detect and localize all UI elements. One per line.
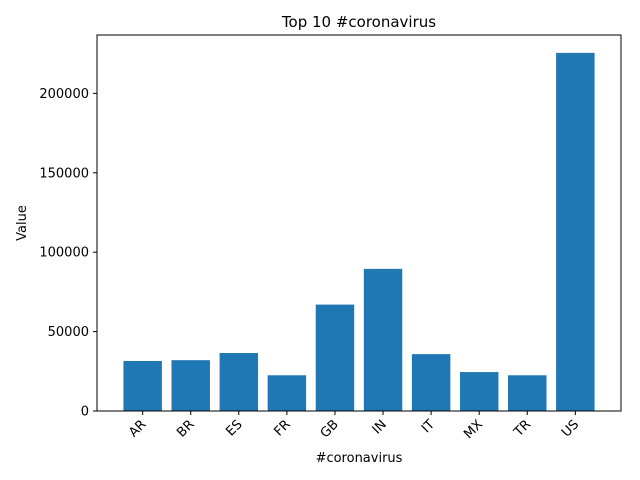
y-tick-label: 0: [81, 405, 89, 420]
bar-ar: [123, 360, 162, 411]
y-axis-label: Value: [15, 205, 30, 241]
x-tick-label: IN: [370, 417, 390, 437]
x-tick-label: GB: [318, 417, 342, 441]
bar-fr: [267, 375, 307, 411]
x-tick-label: MX: [461, 417, 486, 442]
y-tick-label: 200000: [39, 87, 89, 102]
bar-in: [363, 268, 403, 411]
x-axis: AR BR ES FR GB IN IT MX TR US: [126, 411, 582, 442]
x-tick-label: FR: [271, 417, 293, 439]
y-tick-label: 150000: [39, 166, 89, 181]
x-tick-label: BR: [174, 417, 197, 440]
bar-tr: [508, 375, 547, 411]
chart-title: Top 10 #coronavirus: [281, 13, 436, 31]
bar-es: [219, 353, 259, 411]
x-tick-label: AR: [126, 417, 149, 440]
bar-us: [556, 52, 595, 412]
x-tick-label: ES: [223, 417, 245, 439]
bar-it: [411, 354, 451, 411]
x-tick-label: IT: [419, 417, 438, 436]
x-tick-label: US: [559, 417, 582, 440]
y-tick-label: 100000: [39, 246, 89, 261]
bar-mx: [459, 372, 499, 411]
y-axis: 0 50000 100000 150000 200000: [39, 87, 97, 420]
bar-br: [171, 360, 210, 411]
y-tick-label: 50000: [48, 325, 89, 340]
bars-group: [123, 52, 595, 412]
plot-frame: [96, 34, 622, 412]
bar-gb: [315, 304, 355, 411]
x-tick-label: TR: [511, 417, 534, 440]
x-axis-label: #coronavirus: [316, 451, 403, 466]
